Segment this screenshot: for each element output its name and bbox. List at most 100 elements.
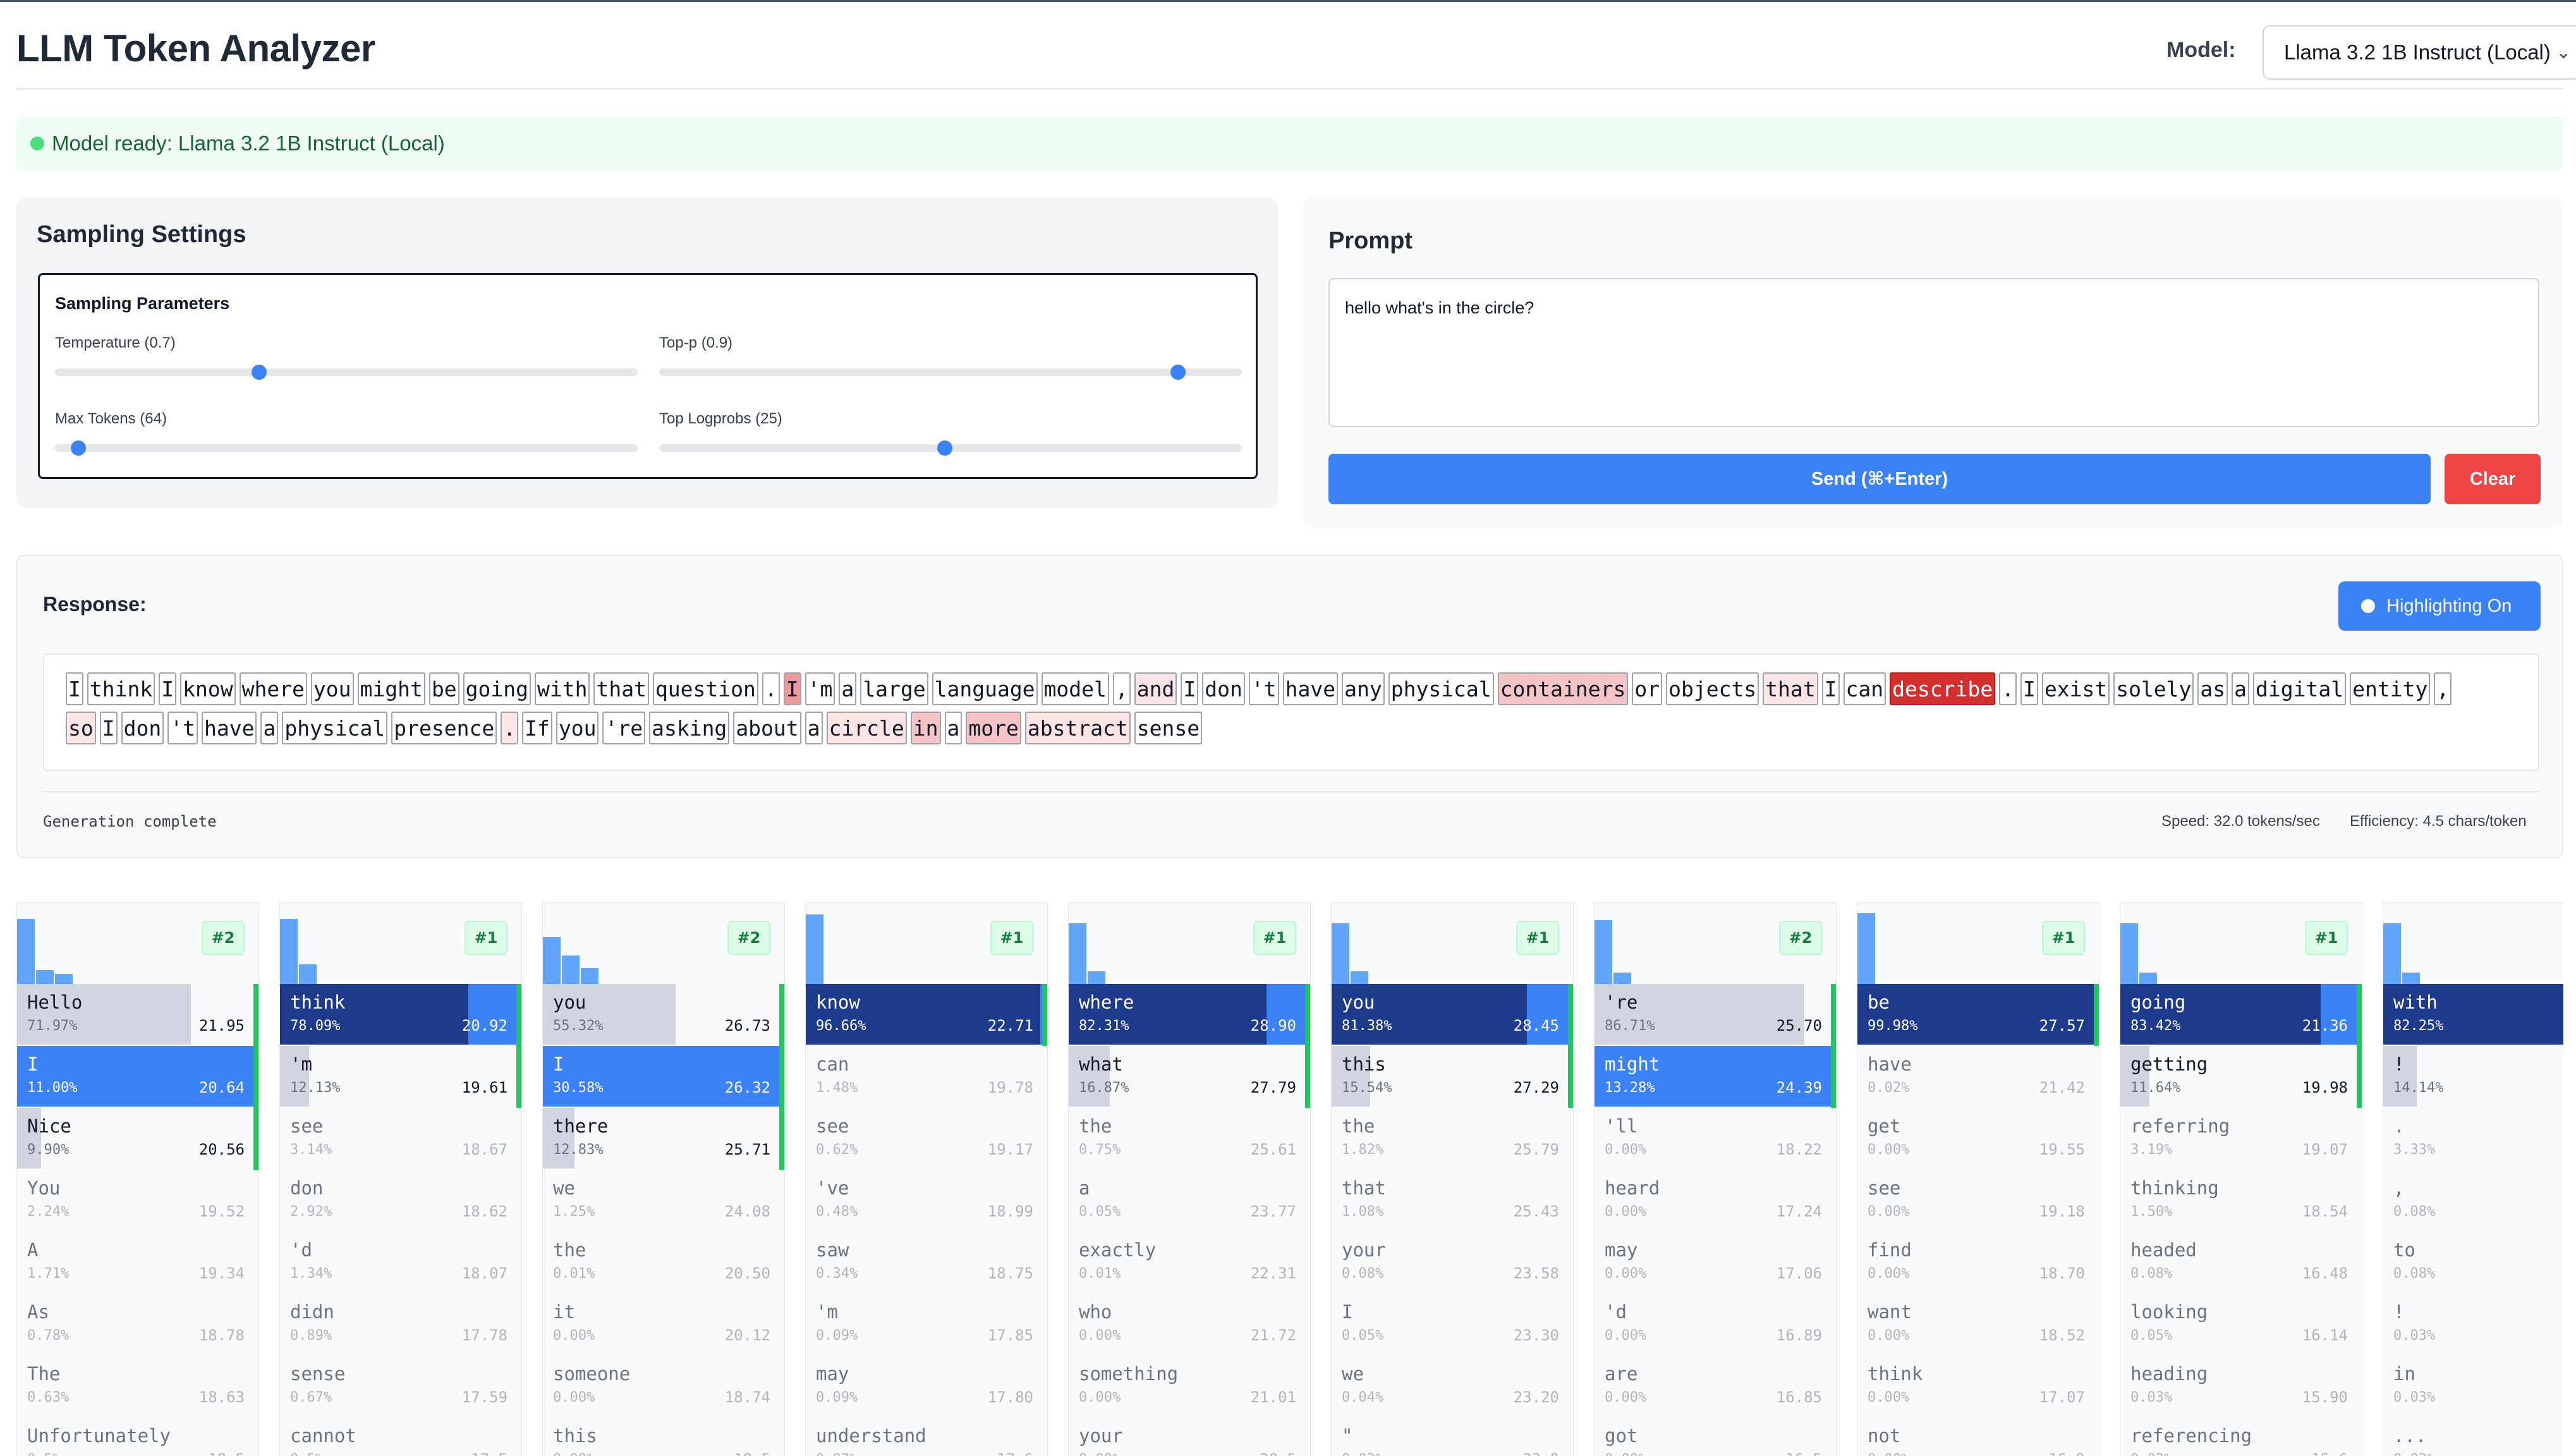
- token-candidate[interactable]: going 83.42% 21.36: [2120, 984, 2362, 1046]
- response-token[interactable]: If: [522, 712, 552, 744]
- response-token[interactable]: sense: [1134, 712, 1203, 744]
- response-token[interactable]: about: [733, 712, 801, 744]
- token-candidate[interactable]: ! 14.14%: [2383, 1046, 2563, 1108]
- response-token[interactable]: more: [966, 712, 1021, 744]
- response-token[interactable]: solely: [2113, 672, 2194, 705]
- token-candidate[interactable]: may 0.00% 17.06: [1595, 1232, 1836, 1294]
- response-token[interactable]: asking: [649, 712, 730, 744]
- token-column[interactable]: #1 going 83.42% 21.36 getting 11.64% 19.98 refe…: [2120, 902, 2362, 1456]
- response-token[interactable]: .: [1999, 672, 2017, 705]
- response-token[interactable]: 't: [167, 712, 198, 744]
- token-column[interactable]: #1 know 96.66% 22.71 can 1.48% 19.78 see 0.62% 19…: [805, 902, 1048, 1456]
- token-candidate[interactable]: think 78.09% 20.92: [280, 984, 521, 1046]
- response-token[interactable]: I: [1821, 672, 1840, 705]
- response-token[interactable]: a: [839, 672, 857, 705]
- top-logprobs-slider[interactable]: [659, 440, 1242, 456]
- token-column[interactable]: #1 be 99.98% 27.57 have 0.02% 21.42 get 0.00% 19.…: [1857, 902, 2099, 1456]
- token-column[interactable]: #2 're 86.71% 25.70 might 13.28% 24.39 'll 0.00%…: [1594, 902, 1837, 1456]
- response-token[interactable]: physical: [1388, 672, 1494, 705]
- token-column[interactable]: #1with82.25%!14.14%.3.33%,0.08%to0.08%!0…: [2383, 902, 2563, 1456]
- top-p-slider-thumb[interactable]: [1170, 365, 1186, 380]
- token-candidate[interactable]: " 0.03% 23.0: [1332, 1417, 1573, 1456]
- send-button[interactable]: Send (⌘+Enter): [1328, 454, 2431, 504]
- token-column[interactable]: #2 you 55.32% 26.73 I 30.58% 26.32 there 12.83% 2…: [542, 902, 785, 1456]
- token-candidate[interactable]: I 11.00% 20.64: [17, 1046, 258, 1108]
- response-token[interactable]: have: [201, 712, 257, 744]
- token-candidate[interactable]: see 0.62% 19.17: [806, 1108, 1047, 1170]
- response-token[interactable]: have: [1282, 672, 1339, 705]
- response-token[interactable]: language: [932, 672, 1038, 705]
- response-token[interactable]: I: [99, 712, 118, 744]
- response-token[interactable]: with: [534, 672, 590, 705]
- token-candidate[interactable]: . 3.33%: [2383, 1108, 2563, 1170]
- token-candidate[interactable]: are 0.00% 16.85: [1595, 1356, 1836, 1417]
- response-token[interactable]: don: [121, 712, 164, 744]
- token-candidate[interactable]: not 0.00% 16.9: [1857, 1417, 2099, 1456]
- token-candidate[interactable]: know 96.66% 22.71: [806, 984, 1047, 1046]
- token-candidate[interactable]: something 0.00% 21.01: [1069, 1356, 1310, 1417]
- response-token[interactable]: you: [310, 672, 354, 705]
- response-token[interactable]: describe: [1890, 672, 1996, 705]
- token-candidate[interactable]: there 12.83% 25.71: [543, 1108, 784, 1170]
- token-candidate[interactable]: be 99.98% 27.57: [1857, 984, 2099, 1046]
- token-candidate[interactable]: 've 0.48% 18.99: [806, 1170, 1047, 1232]
- token-candidate[interactable]: we 0.04% 23.20: [1332, 1356, 1573, 1417]
- token-candidate[interactable]: think 0.00% 17.07: [1857, 1356, 2099, 1417]
- token-candidate[interactable]: get 0.00% 19.55: [1857, 1108, 2099, 1170]
- token-candidate[interactable]: ... 0.02%: [2383, 1417, 2563, 1456]
- response-token[interactable]: know: [180, 672, 236, 705]
- response-token[interactable]: a: [805, 712, 823, 744]
- response-token[interactable]: exist: [2041, 672, 2110, 705]
- response-token[interactable]: a: [2232, 672, 2250, 705]
- response-token[interactable]: entity: [2350, 672, 2431, 705]
- token-candidate[interactable]: saw 0.34% 18.75: [806, 1232, 1047, 1294]
- token-candidate[interactable]: the 1.82% 25.79: [1332, 1108, 1573, 1170]
- response-token[interactable]: a: [944, 712, 963, 744]
- token-candidate[interactable]: I 0.05% 23.30: [1332, 1294, 1573, 1356]
- token-candidate[interactable]: looking 0.05% 16.14: [2120, 1294, 2362, 1356]
- token-candidate[interactable]: can 1.48% 19.78: [806, 1046, 1047, 1108]
- response-token[interactable]: can: [1843, 672, 1886, 705]
- token-candidate[interactable]: 'm 12.13% 19.61: [280, 1046, 521, 1108]
- token-candidate[interactable]: your 0.00% 20.5: [1069, 1417, 1310, 1456]
- token-candidate[interactable]: ! 0.03%: [2383, 1294, 2563, 1356]
- token-candidate[interactable]: getting 11.64% 19.98: [2120, 1046, 2362, 1108]
- token-candidate[interactable]: got 0.00% 16.5: [1595, 1417, 1836, 1456]
- top-logprobs-slider-thumb[interactable]: [937, 440, 952, 456]
- token-column[interactable]: #1 where 82.31% 28.90 what 16.87% 27.79 the 0.75…: [1068, 902, 1311, 1456]
- token-candidate[interactable]: sense 0.67% 17.59: [280, 1356, 521, 1417]
- response-token[interactable]: be: [428, 672, 459, 705]
- token-candidate[interactable]: Nice 9.90% 20.56: [17, 1108, 258, 1170]
- response-token[interactable]: or: [1632, 672, 1663, 705]
- response-token[interactable]: I: [783, 672, 801, 705]
- response-token[interactable]: I: [1181, 672, 1199, 705]
- response-token[interactable]: model: [1041, 672, 1109, 705]
- token-candidate[interactable]: heading 0.03% 15.90: [2120, 1356, 2362, 1417]
- token-candidate[interactable]: cannot 0.5% 17.5: [280, 1417, 521, 1456]
- token-candidate[interactable]: what 16.87% 27.79: [1069, 1046, 1310, 1108]
- response-token[interactable]: think: [87, 672, 155, 705]
- max-tokens-slider[interactable]: [55, 440, 638, 456]
- response-token[interactable]: .: [762, 672, 780, 705]
- response-token[interactable]: that: [593, 672, 649, 705]
- response-token[interactable]: presence: [391, 712, 497, 744]
- token-candidate[interactable]: As 0.78% 18.78: [17, 1294, 258, 1356]
- response-token[interactable]: where: [239, 672, 307, 705]
- token-candidate[interactable]: where 82.31% 28.90: [1069, 984, 1310, 1046]
- token-candidate[interactable]: exactly 0.01% 22.31: [1069, 1232, 1310, 1294]
- response-token[interactable]: ,: [1112, 672, 1131, 705]
- response-token[interactable]: large: [860, 672, 928, 705]
- response-token[interactable]: 'm: [805, 672, 835, 705]
- token-candidate[interactable]: 'm 0.09% 17.85: [806, 1294, 1047, 1356]
- token-candidate[interactable]: A 1.71% 19.34: [17, 1232, 258, 1294]
- token-candidate[interactable]: referring 3.19% 19.07: [2120, 1108, 2362, 1170]
- token-candidate[interactable]: understand 0.07% 17.6: [806, 1417, 1047, 1456]
- response-token[interactable]: going: [463, 672, 531, 705]
- token-candidate[interactable]: The 0.63% 18.63: [17, 1356, 258, 1417]
- response-token[interactable]: any: [1342, 672, 1385, 705]
- response-token[interactable]: 're: [602, 712, 646, 744]
- prompt-input[interactable]: [1328, 278, 2539, 427]
- response-token[interactable]: so: [66, 712, 96, 744]
- token-candidate[interactable]: see 0.00% 19.18: [1857, 1170, 2099, 1232]
- response-token[interactable]: you: [556, 712, 599, 744]
